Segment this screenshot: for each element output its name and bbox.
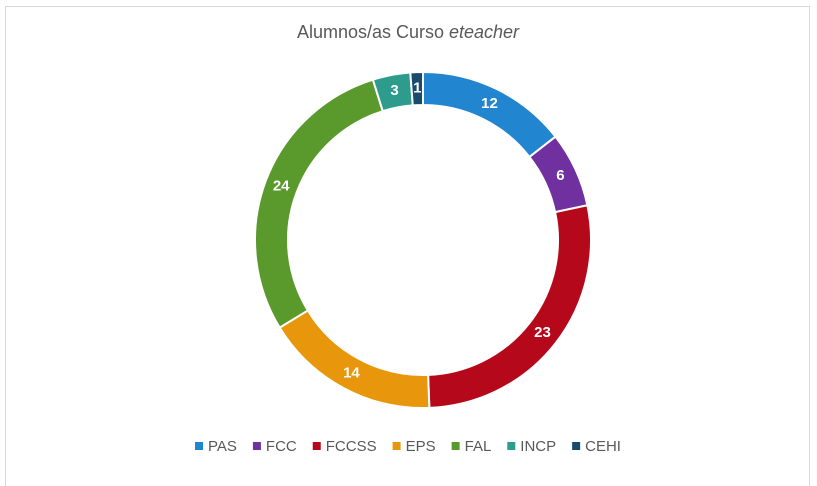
title-italic: eteacher (449, 22, 520, 42)
legend-label: PAS (208, 438, 237, 455)
data-label: 1 (413, 80, 421, 97)
chart-title: Alumnos/as Curso eteacher (297, 22, 520, 42)
legend-swatch (312, 442, 321, 450)
legend-label: FCCSS (326, 438, 377, 455)
data-label: 12 (481, 95, 498, 112)
legend-label: FAL (465, 438, 492, 455)
legend-label: INCP (520, 438, 556, 455)
legend-swatch (392, 442, 401, 450)
data-label: 24 (273, 178, 290, 195)
data-label: 23 (534, 324, 551, 341)
legend-label: CEHI (585, 438, 621, 455)
donut-slice (409, 70, 424, 107)
data-label: 6 (556, 167, 564, 184)
legend-swatch (507, 442, 516, 450)
data-label: 14 (343, 364, 360, 381)
legend-label: EPS (406, 438, 436, 455)
data-label: 3 (390, 82, 398, 99)
legend: PAS FCC FCCSS EPS FAL INCP CEHI (195, 438, 621, 455)
legend-swatch (195, 442, 204, 450)
legend-swatch (572, 442, 581, 450)
title-text: Alumnos/as Curso (297, 22, 444, 42)
legend-swatch (451, 442, 460, 450)
legend-label: FCC (266, 438, 297, 455)
legend-swatch (252, 442, 261, 450)
